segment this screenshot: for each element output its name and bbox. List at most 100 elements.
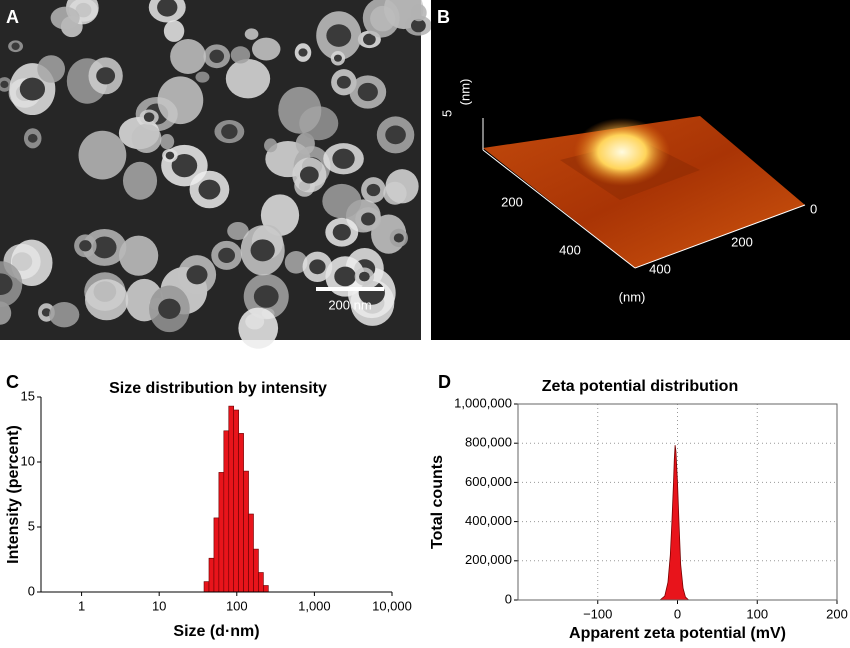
left-tick: 400 (559, 242, 581, 257)
afm-peak (574, 118, 670, 186)
particle (78, 130, 127, 180)
left-axis (482, 149, 636, 269)
particle-core (359, 271, 370, 282)
particle (322, 183, 362, 219)
particle-core (336, 75, 351, 89)
particle (383, 181, 407, 205)
particle (362, 0, 400, 38)
particle-core (158, 298, 181, 319)
y-tick-label: 5 (28, 518, 35, 533)
particle (163, 20, 185, 42)
particle (131, 123, 162, 153)
bar (238, 433, 244, 593)
x-tick-label: 1,000 (298, 598, 331, 613)
particle-core (19, 77, 46, 101)
particle (230, 46, 251, 64)
xy-unit: (nm) (619, 289, 646, 304)
particle-core (326, 24, 352, 47)
particle-core (333, 54, 342, 62)
tem-image: 200 nm A (0, 0, 432, 349)
particle (251, 37, 281, 61)
bar (208, 557, 215, 593)
particle-core (157, 0, 178, 17)
particle-core (253, 285, 279, 308)
bar (258, 572, 264, 593)
particle (37, 55, 66, 83)
y-tick-label: 400,000 (465, 513, 512, 528)
y-axis-label: Intensity (percent) (5, 425, 22, 564)
z-unit: (nm) (457, 79, 472, 106)
particle-core (298, 48, 308, 57)
bar (203, 581, 210, 593)
x-tick-label: 1 (78, 598, 85, 613)
particle-core (79, 240, 92, 252)
afm-surface (483, 116, 805, 268)
bar (233, 409, 239, 593)
x-tick-label: −100 (583, 606, 612, 621)
particle-core (11, 42, 20, 50)
particle-core (209, 49, 225, 63)
x-tick-label: 0 (674, 606, 681, 621)
particle-core (0, 273, 13, 295)
y-tick-label: 10 (21, 453, 35, 468)
particle-core (411, 18, 426, 33)
bar (263, 585, 269, 593)
particle (122, 161, 158, 200)
particle-core (198, 179, 221, 200)
particle (119, 235, 159, 276)
x-tick-label: 10,000 (372, 598, 412, 613)
y-tick-label: 800,000 (465, 435, 512, 450)
front-tick: 200 (731, 234, 753, 249)
y-axis-label: Total counts (429, 455, 446, 549)
left-tick: 200 (501, 194, 523, 209)
z-tick: 5 (439, 110, 454, 117)
front-tick: 0 (810, 201, 817, 216)
bar (253, 548, 259, 593)
chart-title: Zeta potential distribution (542, 378, 738, 395)
particle (195, 71, 210, 83)
x-tick-label: 100 (226, 598, 248, 613)
particle (10, 239, 53, 286)
particle-core (332, 224, 351, 241)
x-tick-label: 200 (826, 606, 848, 621)
particle-core (334, 266, 356, 287)
particle (244, 28, 259, 40)
particle (157, 76, 204, 125)
particle-core (186, 265, 208, 285)
particle-core (27, 133, 38, 143)
bar (228, 405, 235, 593)
particle-core (366, 183, 381, 197)
plot-frame (517, 403, 838, 601)
particle-core (165, 151, 175, 160)
particle (225, 59, 271, 99)
particle (84, 279, 129, 321)
bar (248, 513, 254, 593)
particle (278, 86, 322, 134)
y-tick-label: 200,000 (465, 552, 512, 567)
particle-core (385, 125, 406, 145)
panel-label: D (438, 372, 451, 392)
y-tick-label: 0 (505, 591, 512, 606)
x-axis-label: Size (d·nm) (173, 623, 259, 640)
particle-core (218, 247, 236, 264)
bar (218, 472, 225, 593)
particle (227, 221, 249, 240)
particle (410, 4, 427, 22)
particle-core (0, 80, 9, 89)
particle-core (299, 166, 319, 184)
particle-core (250, 239, 275, 262)
panel-label: A (6, 7, 19, 27)
bar (213, 517, 220, 593)
particle (50, 6, 80, 30)
y-tick-label: 600,000 (465, 474, 512, 489)
particle (170, 39, 206, 74)
scale-bar-label: 200 nm (328, 297, 371, 312)
distribution-area (658, 445, 690, 601)
y-tick-label: 15 (21, 388, 35, 403)
panel-label: B (437, 7, 450, 27)
y-tick-label: 0 (28, 583, 35, 598)
particle-core (363, 33, 376, 46)
particle-core (41, 308, 52, 317)
particle-core (357, 82, 378, 102)
